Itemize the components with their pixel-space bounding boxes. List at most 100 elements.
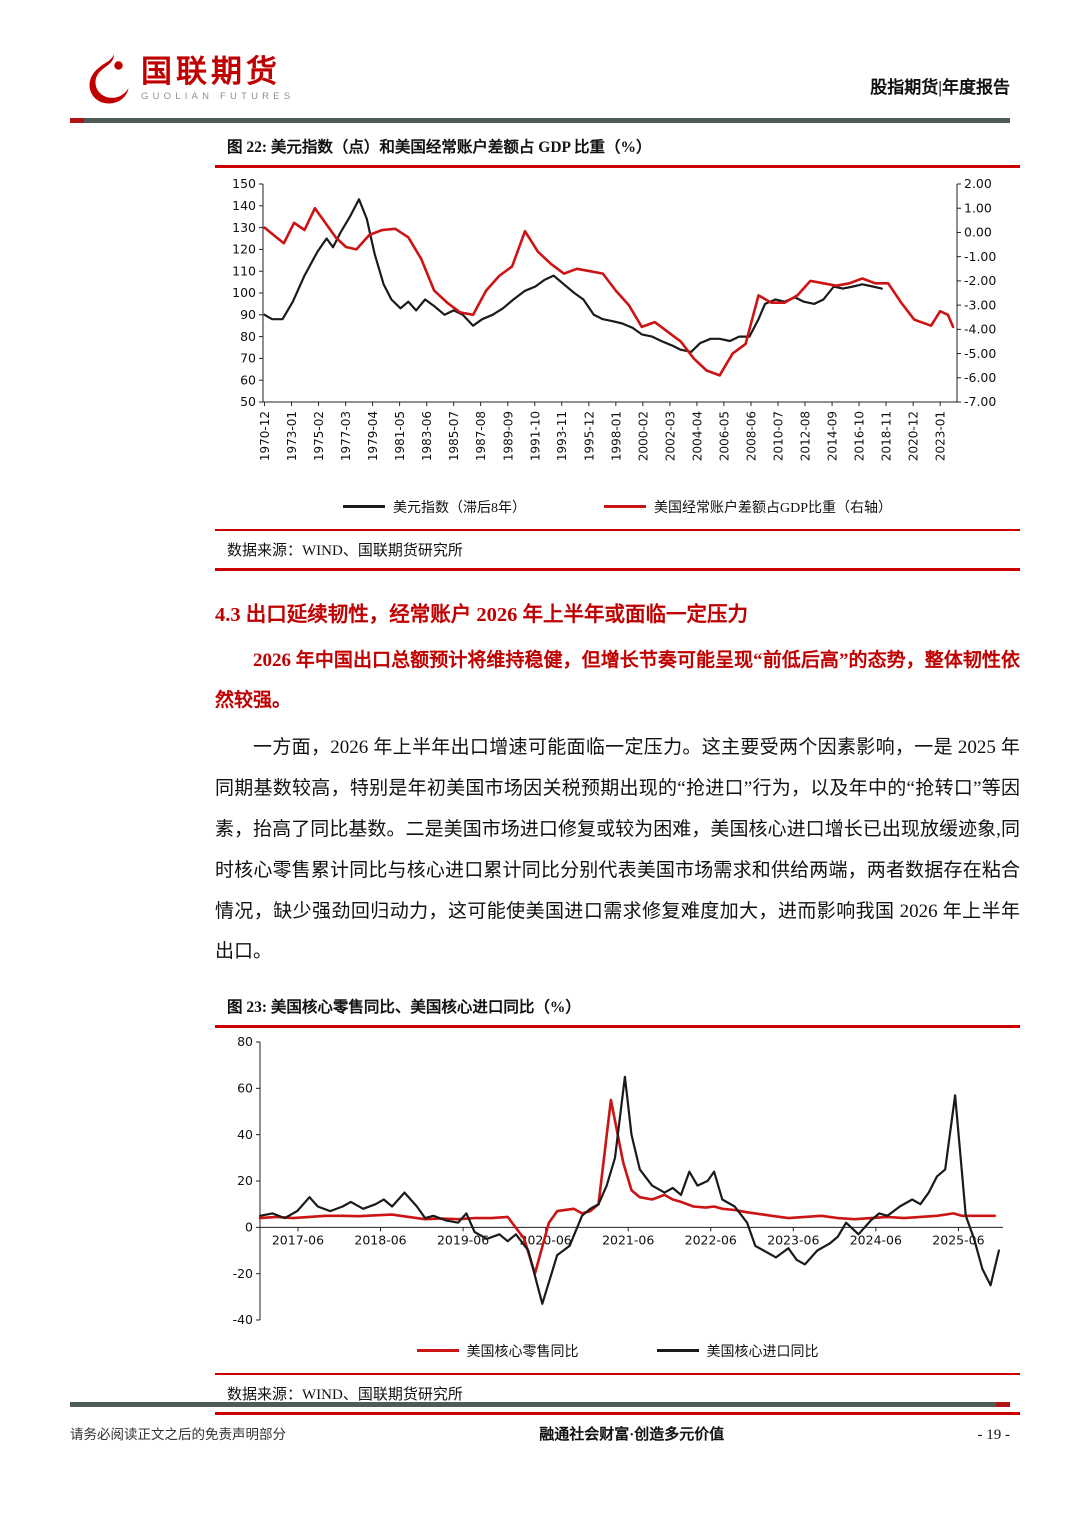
svg-text:1985-07: 1985-07 [447, 411, 461, 461]
fig23-title: 图 23: 美国核心零售同比、美国核心进口同比（%） [227, 999, 581, 1017]
svg-text:2004-04: 2004-04 [690, 410, 704, 460]
fig22-legend: 美元指数（滞后8年） 美国经常账户差额占GDP比重（右轴） [215, 495, 1020, 529]
svg-text:60: 60 [240, 372, 256, 387]
section-heading: 4.3 出口延续韧性，经常账户 2026 年上半年或面临一定压力 [215, 603, 748, 626]
svg-text:1991-10: 1991-10 [528, 411, 542, 461]
svg-text:0.00: 0.00 [964, 224, 992, 239]
footer-row: 请务必阅读正文之后的免责声明部分 融通社会财富·创造多元价值 - 19 - [0, 1407, 1080, 1444]
svg-text:2012-08: 2012-08 [798, 411, 812, 461]
svg-text:1970-12: 1970-12 [258, 411, 272, 461]
fig22-mid-line [215, 528, 1020, 531]
fig23-chart: 80 60 40 20 0 -20 -40 2017-06 2018-06 2019-06 2020… [233, 1034, 1003, 1327]
svg-text:120: 120 [232, 241, 256, 256]
svg-text:1977-03: 1977-03 [339, 411, 353, 461]
legend-label: 美国经常账户差额占GDP比重（右轴） [653, 500, 892, 516]
svg-text:2019-06: 2019-06 [437, 1232, 489, 1247]
svg-text:2016-10: 2016-10 [853, 411, 867, 461]
legend-line-swatch [656, 1349, 699, 1353]
svg-text:70: 70 [240, 350, 256, 365]
svg-text:150: 150 [232, 176, 256, 191]
body-paragraph: 一方面，2026 年上半年出口增速可能面临一定压力。这主要受两个因素影响，一是 … [215, 737, 1020, 963]
svg-text:1998-01: 1998-01 [609, 411, 623, 461]
fig23-top-line [215, 1025, 1020, 1028]
page-content: 图 22: 美元指数（点）和美国经常账户差额占 GDP 比重（%） 150 140… [215, 123, 1020, 1415]
svg-text:0: 0 [245, 1219, 253, 1234]
fig22-chart-area: 150 140 130 120 110 100 90 80 70 60 50 2.00 1.00 0.00… [215, 168, 1020, 529]
svg-text:80: 80 [237, 1034, 253, 1049]
svg-text:2024-06: 2024-06 [850, 1232, 902, 1247]
fig23-legend: 美国核心零售同比 美国核心进口同比 [215, 1339, 1020, 1373]
legend-line-swatch [342, 505, 385, 508]
svg-text:1979-04: 1979-04 [366, 411, 380, 461]
svg-text:2000-02: 2000-02 [636, 411, 650, 461]
brand-name: 国联期货 [141, 54, 281, 90]
svg-text:1983-06: 1983-06 [420, 411, 434, 461]
bottom-rule [70, 1402, 1010, 1407]
svg-text:130: 130 [232, 219, 256, 234]
legend-item: 美国经常账户差额占GDP比重（右轴） [603, 497, 892, 517]
header-category: 股指期货|年度报告 [870, 78, 1010, 97]
svg-text:2021-06: 2021-06 [602, 1232, 654, 1247]
svg-text:100: 100 [232, 285, 256, 300]
svg-text:2022-06: 2022-06 [685, 1232, 737, 1247]
fig23-bottom-line [215, 1412, 1020, 1415]
svg-text:-6.00: -6.00 [964, 369, 996, 384]
lead-paragraph: 2026 年中国出口总额预计将维持稳健，但增长节奏可能呈现“前低后高”的态势，整… [215, 649, 1020, 712]
svg-text:-5.00: -5.00 [964, 345, 996, 360]
top-rule [70, 118, 1010, 123]
svg-text:1981-05: 1981-05 [393, 411, 407, 461]
legend-line-swatch [603, 505, 646, 508]
svg-text:2018-06: 2018-06 [354, 1232, 406, 1247]
fig22-source: 数据来源：WIND、国联期货研究所 [227, 543, 463, 559]
fig22-title: 图 22: 美元指数（点）和美国经常账户差额占 GDP 比重（%） [227, 139, 652, 156]
svg-text:2023-01: 2023-01 [934, 411, 948, 461]
svg-text:1995-12: 1995-12 [582, 411, 596, 461]
legend-item: 美元指数（滞后8年） [342, 497, 526, 517]
guolian-logo-icon [85, 52, 131, 106]
fig22-chart: 150 140 130 120 110 100 90 80 70 60 50 2.00 1.00 0.00… [232, 176, 996, 461]
svg-text:2.00: 2.00 [964, 176, 992, 191]
svg-text:-7.00: -7.00 [964, 394, 996, 409]
legend-line-swatch [416, 1349, 459, 1353]
svg-text:50: 50 [240, 394, 256, 409]
footer-slogan: 融通社会财富·创造多元价值 [539, 1427, 725, 1443]
svg-text:2020-12: 2020-12 [907, 411, 921, 461]
page-footer: 请务必阅读正文之后的免责声明部分 融通社会财富·创造多元价值 - 19 - [0, 1398, 1080, 1444]
svg-text:1975-02: 1975-02 [312, 411, 326, 461]
svg-text:80: 80 [240, 328, 256, 343]
svg-text:-1.00: -1.00 [964, 248, 996, 263]
svg-text:1987-08: 1987-08 [474, 411, 488, 461]
svg-text:2002-03: 2002-03 [663, 411, 677, 461]
svg-text:2025-06: 2025-06 [932, 1232, 984, 1247]
svg-text:-4.00: -4.00 [964, 321, 996, 336]
svg-text:1989-09: 1989-09 [501, 411, 515, 461]
legend-item: 美国核心零售同比 [416, 1341, 579, 1361]
report-header: 国联期货 GUOLIAN FUTURES 股指期货|年度报告 [0, 0, 1080, 114]
svg-text:2018-11: 2018-11 [880, 411, 894, 461]
fig23-block: 图 23: 美国核心零售同比、美国核心进口同比（%） 80 60 40 20 0 -20 -… [215, 983, 1020, 1415]
svg-text:20: 20 [237, 1173, 253, 1188]
fig22-top-line [215, 165, 1020, 168]
svg-text:2023-06: 2023-06 [767, 1232, 819, 1247]
svg-text:-20: -20 [233, 1266, 253, 1281]
fig23-chart-area: 80 60 40 20 0 -20 -40 2017-06 2018-06 2019-06 2020… [215, 1028, 1020, 1373]
svg-text:40: 40 [237, 1127, 253, 1142]
svg-text:2010-07: 2010-07 [771, 411, 785, 461]
footer-page-number: - 19 - [977, 1427, 1010, 1443]
svg-text:2014-09: 2014-09 [826, 411, 840, 461]
svg-text:2017-06: 2017-06 [272, 1232, 324, 1247]
svg-text:2020-06: 2020-06 [520, 1232, 572, 1247]
svg-text:1973-01: 1973-01 [285, 411, 299, 461]
legend-label: 美元指数（滞后8年） [392, 500, 526, 516]
svg-text:-40: -40 [233, 1312, 253, 1327]
fig22-bottom-line [215, 568, 1020, 571]
legend-item: 美国核心进口同比 [656, 1341, 819, 1361]
svg-text:110: 110 [232, 263, 256, 278]
fig22-block: 图 22: 美元指数（点）和美国经常账户差额占 GDP 比重（%） 150 140… [215, 123, 1020, 571]
svg-text:1.00: 1.00 [964, 200, 992, 215]
svg-text:60: 60 [237, 1080, 253, 1095]
footer-disclaimer: 请务必阅读正文之后的免责声明部分 [70, 1427, 286, 1442]
svg-text:2006-05: 2006-05 [717, 411, 731, 461]
svg-text:-2.00: -2.00 [964, 273, 996, 288]
